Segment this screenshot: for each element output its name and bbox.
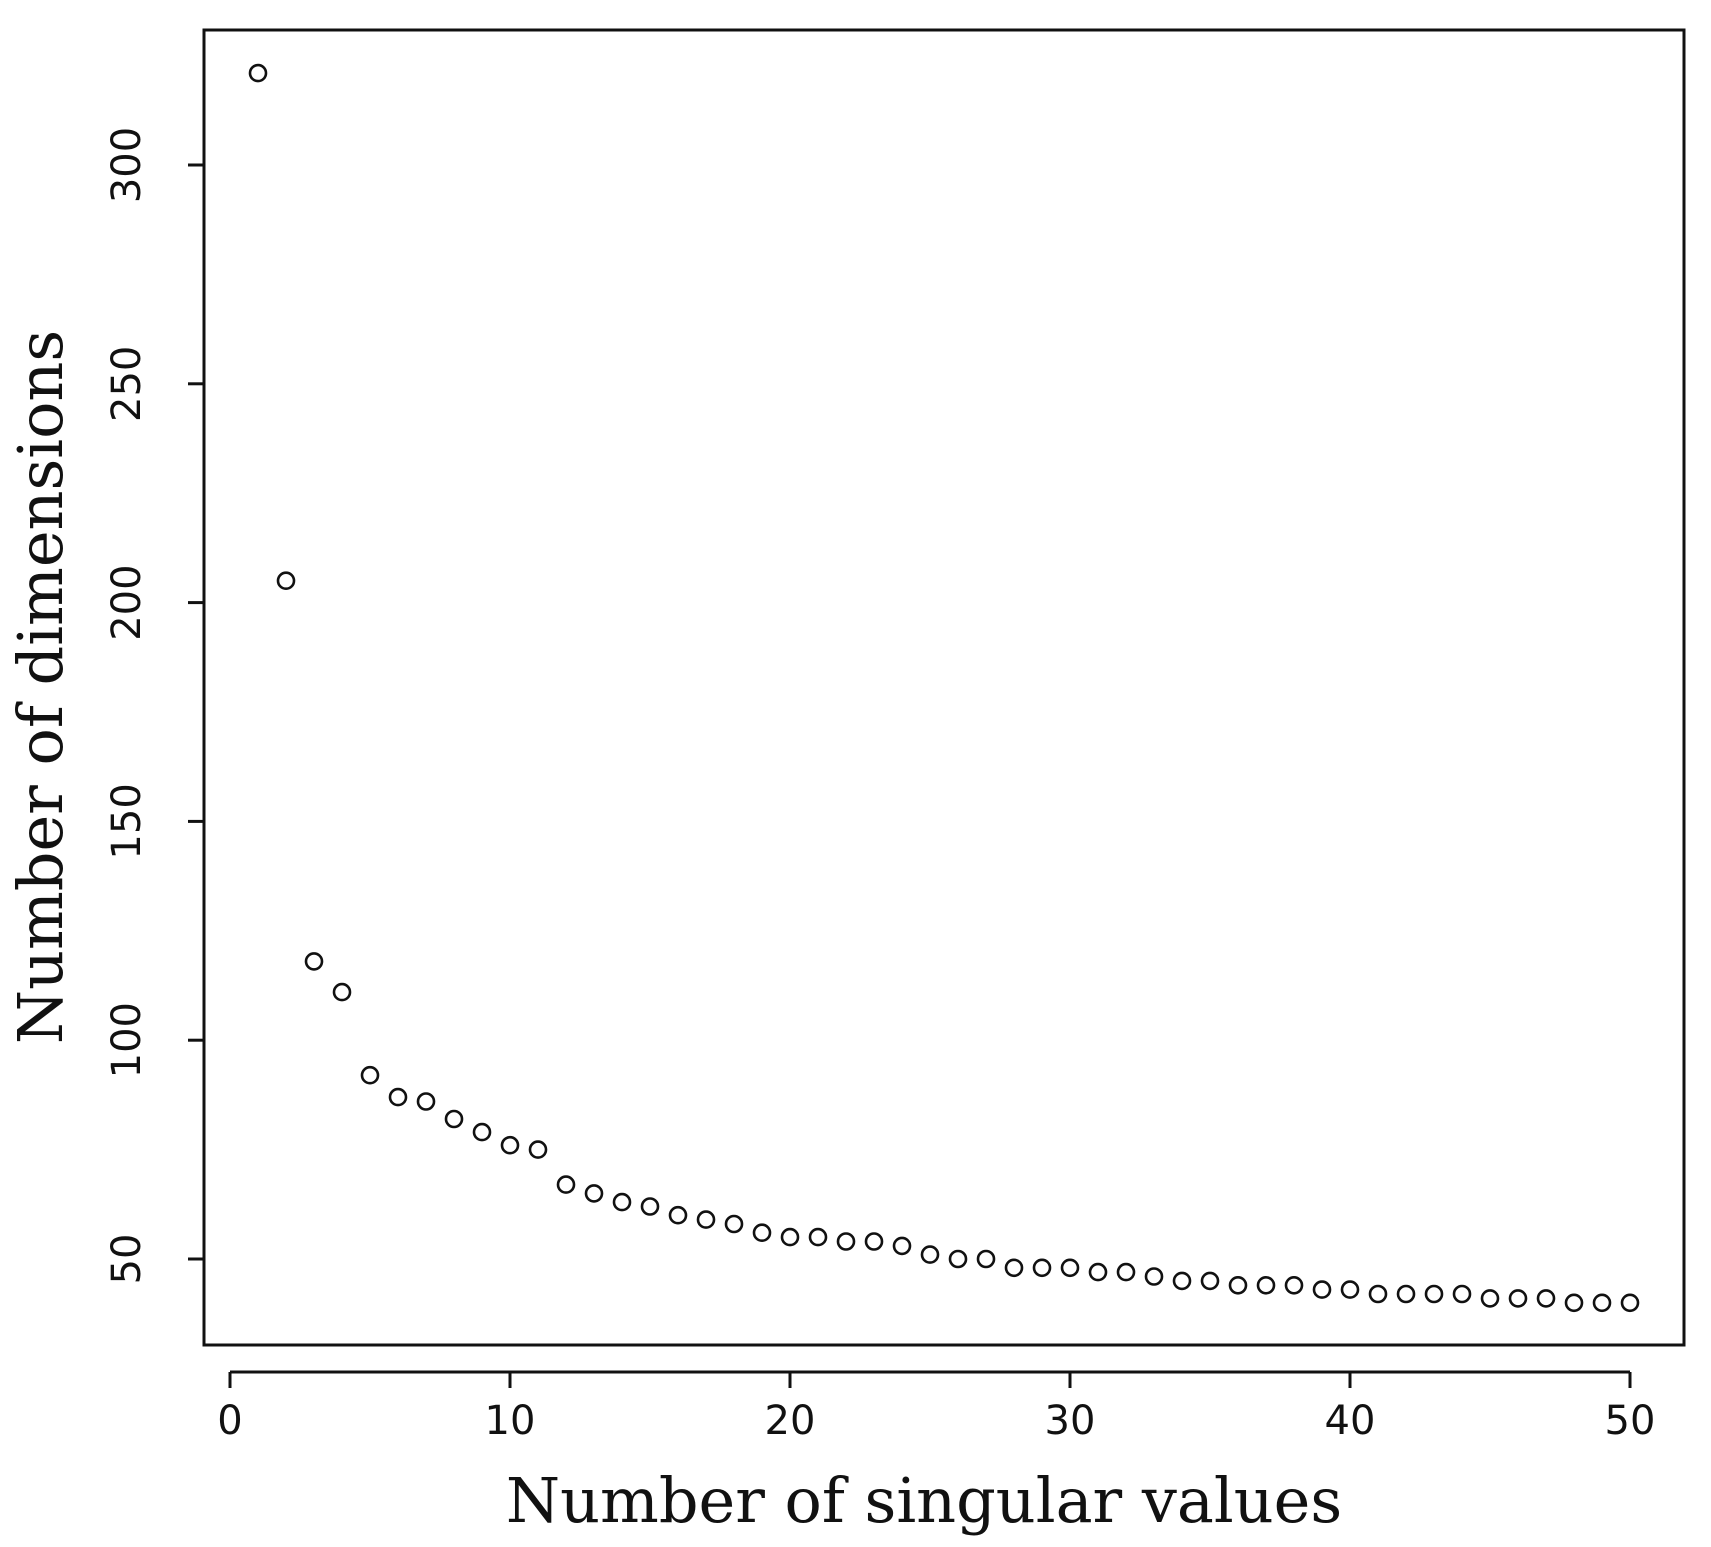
data-point: [1256, 1276, 1276, 1295]
y-tick-label: 150: [104, 783, 150, 859]
data-point: [1424, 1284, 1444, 1304]
data-point: [416, 1092, 436, 1111]
data-point: [444, 1109, 464, 1129]
data-point: [472, 1122, 492, 1142]
data-point: [920, 1245, 940, 1264]
y-tick-label: 300: [104, 127, 150, 203]
data-point: [304, 952, 324, 971]
x-tick-label: 20: [765, 1398, 816, 1444]
data-point: [808, 1227, 828, 1247]
x-tick-label: 0: [217, 1398, 242, 1444]
data-point: [1200, 1271, 1220, 1291]
data-point: [1312, 1280, 1332, 1299]
data-point: [248, 63, 268, 83]
data-point: [388, 1087, 408, 1107]
data-point: [1144, 1267, 1164, 1286]
data-point: [1368, 1284, 1388, 1304]
data-point: [892, 1236, 912, 1256]
data-point: [668, 1205, 688, 1225]
data-point: [1340, 1280, 1360, 1299]
data-point: [1116, 1262, 1136, 1282]
data-point: [1396, 1284, 1416, 1304]
x-tick-label: 40: [1325, 1398, 1376, 1444]
data-point: [332, 982, 352, 1002]
data-point: [1088, 1262, 1108, 1282]
data-point: [584, 1184, 604, 1203]
y-axis-title: Number of dimensions: [4, 330, 77, 1044]
data-point: [1536, 1289, 1556, 1308]
y-tick-label: 200: [104, 564, 150, 640]
data-point: [780, 1227, 800, 1247]
x-axis-title: Number of singular values: [506, 1464, 1342, 1537]
y-tick-label: 50: [104, 1234, 150, 1285]
y-tick-label: 250: [104, 346, 150, 422]
plot-frame: [202, 28, 1686, 1347]
data-point: [500, 1135, 520, 1155]
data-point: [724, 1214, 744, 1234]
data-point: [696, 1210, 716, 1229]
y-axis: 50 100 150 200 250 300: [104, 127, 206, 1285]
data-point: [1452, 1284, 1472, 1304]
data-points: [248, 63, 1640, 1313]
data-point: [1032, 1258, 1052, 1278]
data-point: [612, 1192, 632, 1212]
data-point: [1004, 1258, 1024, 1278]
data-point: [976, 1249, 996, 1269]
x-axis: 0 10 20 30 40 50: [217, 1370, 1656, 1444]
data-point: [360, 1065, 380, 1085]
data-point: [1620, 1293, 1640, 1313]
x-tick-label: 50: [1605, 1398, 1656, 1444]
data-point: [1564, 1293, 1584, 1313]
data-point: [1284, 1276, 1304, 1295]
data-point: [1060, 1258, 1080, 1278]
data-point: [948, 1249, 968, 1269]
data-point: [752, 1223, 772, 1242]
data-point: [528, 1140, 548, 1159]
data-point: [864, 1232, 884, 1251]
data-point: [556, 1175, 576, 1194]
data-point: [1228, 1276, 1248, 1295]
data-point: [276, 571, 296, 591]
x-tick-label: 30: [1045, 1398, 1096, 1444]
data-point: [1508, 1289, 1528, 1308]
data-point: [1592, 1293, 1612, 1313]
data-point: [836, 1232, 856, 1251]
y-tick-label: 100: [104, 1002, 150, 1078]
x-tick-label: 10: [485, 1398, 536, 1444]
data-point: [640, 1197, 660, 1216]
data-point: [1172, 1271, 1192, 1291]
data-point: [1480, 1289, 1500, 1308]
